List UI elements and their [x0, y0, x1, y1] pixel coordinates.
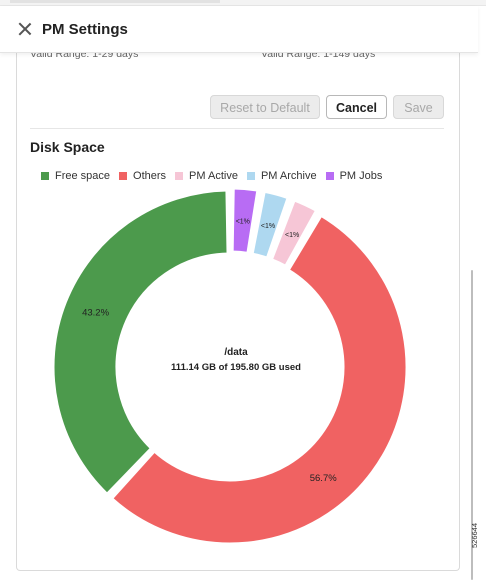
- legend-item-others[interactable]: Others: [119, 170, 166, 182]
- tab-strip: [10, 0, 220, 3]
- legend-item-free-space[interactable]: Free space: [41, 170, 110, 182]
- donut-slice-label: <1%: [236, 219, 250, 226]
- panel-title: PM Settings: [42, 21, 128, 38]
- figure-id: 526644: [470, 522, 479, 548]
- browser-strip: [0, 0, 486, 6]
- legend-item-pm-jobs[interactable]: PM Jobs: [325, 170, 383, 182]
- legend-label: Free space: [55, 170, 111, 182]
- legend-item-pm-active[interactable]: PM Active: [175, 170, 238, 182]
- donut-slice-pm-jobs[interactable]: [230, 186, 260, 255]
- donut-slice-pm-active[interactable]: [269, 198, 319, 268]
- donut-slice-others[interactable]: [110, 213, 409, 546]
- section-divider: [30, 128, 444, 129]
- legend-swatch: [325, 172, 334, 180]
- legend-label: Others: [133, 170, 167, 182]
- save-button[interactable]: Save: [393, 95, 444, 119]
- close-icon[interactable]: [18, 22, 32, 36]
- donut-slices: [51, 186, 409, 546]
- chart-legend: Free space Others PM Active PM Archive P…: [41, 169, 391, 183]
- chart-center-usage: 111.14 GB of 195.80 GB used: [171, 362, 301, 373]
- scrollbar-thumb[interactable]: [471, 270, 473, 580]
- legend-swatch: [41, 172, 49, 180]
- panel-header: PM Settings: [0, 6, 478, 53]
- donut-slice-label: <1%: [261, 223, 275, 230]
- chart-center-title: /data: [224, 347, 248, 358]
- donut-slice-free-space[interactable]: [51, 188, 230, 496]
- donut-slice-label: 56.7%: [310, 473, 337, 484]
- legend-swatch: [175, 172, 184, 180]
- cancel-button[interactable]: Cancel: [326, 95, 387, 119]
- legend-swatch: [246, 172, 255, 180]
- donut-slice-pm-archive[interactable]: [250, 189, 290, 260]
- legend-label: PM Archive: [260, 170, 317, 182]
- reset-to-default-button[interactable]: Reset to Default: [210, 95, 320, 119]
- donut-slice-labels: 43.2% 56.7% <1% <1% <1%: [82, 219, 337, 485]
- legend-swatch: [119, 172, 128, 180]
- legend-label: PM Active: [189, 170, 238, 182]
- disk-space-title: Disk Space: [30, 139, 105, 155]
- donut-slice-label: <1%: [285, 232, 299, 239]
- donut-slice-label: 43.2%: [82, 308, 109, 319]
- legend-label: PM Jobs: [339, 170, 383, 182]
- legend-item-pm-archive[interactable]: PM Archive: [246, 170, 317, 182]
